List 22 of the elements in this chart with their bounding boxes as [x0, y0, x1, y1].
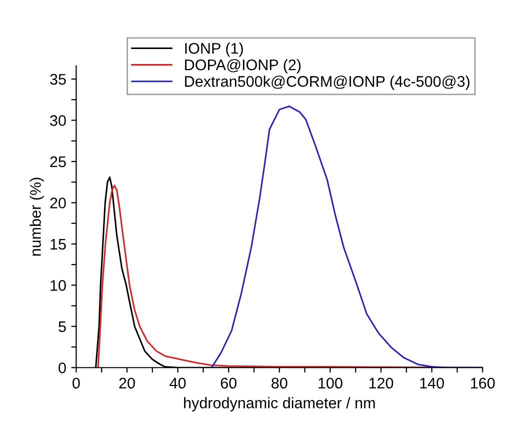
x-axis-title: hydrodynamic diameter / nm — [184, 397, 375, 412]
y-tick-label: 30 — [50, 115, 66, 126]
y-axis-title: number (%) — [30, 178, 44, 256]
x-tick-label: 0 — [72, 378, 80, 389]
x-tick-label: 80 — [272, 378, 288, 389]
x-tick-label: 100 — [318, 378, 342, 389]
legend-label: Dextran500k@CORM@IONP (4c-500@3) — [185, 76, 470, 90]
y-tick-label: 25 — [50, 156, 66, 168]
x-tick-label: 120 — [369, 378, 394, 389]
y-tick-label: 35 — [50, 74, 66, 85]
x-tick-label: 20 — [119, 378, 135, 389]
x-tick-label: 40 — [170, 378, 186, 389]
y-tick-label: 20 — [50, 198, 66, 208]
y-tick-label: 0 — [58, 362, 66, 374]
y-tick-label: 15 — [50, 238, 66, 250]
x-tick-label: 160 — [471, 378, 495, 389]
y-tick-label: 5 — [58, 321, 66, 332]
y-tick-label: 10 — [50, 280, 66, 291]
x-tick-label: 60 — [220, 378, 236, 389]
x-tick-label: 140 — [420, 378, 444, 389]
legend-label: DOPA@IONP (2) — [185, 59, 301, 74]
legend-label: IONP (1) — [185, 42, 243, 57]
